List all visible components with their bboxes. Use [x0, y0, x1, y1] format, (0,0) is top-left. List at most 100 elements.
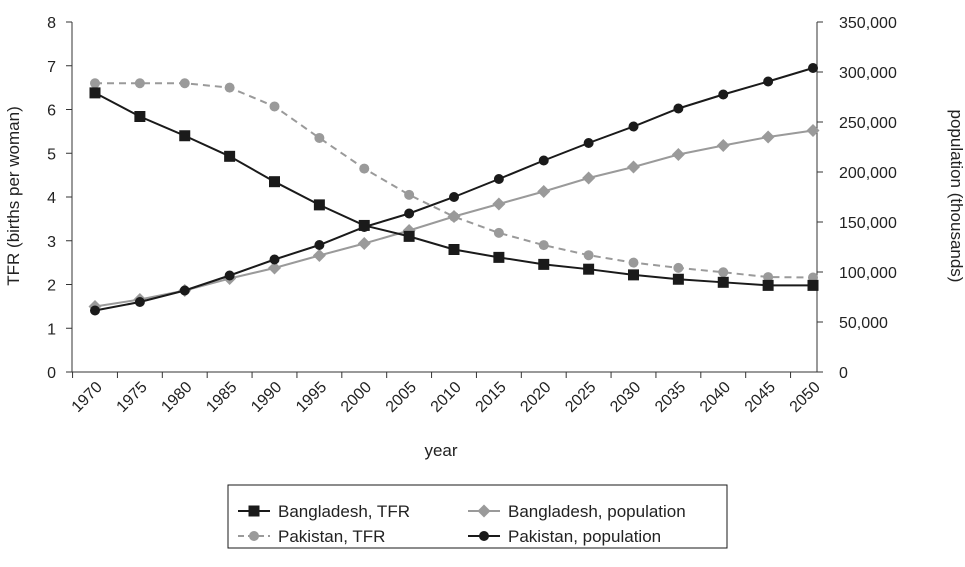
data-point	[762, 279, 774, 291]
data-point	[718, 89, 729, 100]
data-point	[449, 192, 459, 202]
data-point	[628, 269, 639, 281]
legend-entry: Pakistan, population	[468, 527, 661, 546]
left-tick-label: 8	[47, 15, 56, 32]
right-tick-label: 300,000	[839, 65, 897, 82]
series-2	[90, 78, 818, 283]
left-tick-label: 2	[47, 278, 56, 295]
data-point	[268, 261, 281, 275]
legend-swatch-marker	[249, 531, 259, 541]
data-point	[449, 211, 459, 222]
data-point	[90, 305, 100, 316]
left-tick-label: 0	[47, 365, 56, 382]
x-tick-label: 1970	[69, 379, 106, 416]
series-line	[95, 82, 814, 279]
right-tick-label: 200,000	[839, 165, 897, 182]
data-point	[313, 199, 325, 211]
data-point	[806, 124, 820, 137]
data-point	[224, 82, 235, 93]
data-point	[179, 78, 190, 89]
legend-entry: Bangladesh, TFR	[238, 502, 410, 521]
right-tick-label: 50,000	[839, 315, 888, 332]
data-point	[314, 240, 325, 250]
x-tick-label: 1980	[158, 379, 195, 416]
data-point	[538, 258, 550, 270]
left-tick-label: 6	[47, 103, 56, 120]
right-tick-label: 100,000	[839, 265, 897, 282]
data-point	[808, 63, 818, 73]
x-tick-label: 2035	[652, 379, 689, 416]
right-tick-label: 150,000	[839, 215, 897, 232]
data-point	[716, 139, 730, 152]
data-point	[582, 171, 596, 185]
x-tick-label: 2045	[742, 379, 779, 416]
x-tick-label: 2025	[562, 379, 599, 416]
series-group	[88, 63, 820, 316]
legend-entry: Pakistan, TFR	[238, 527, 385, 546]
legend-label: Pakistan, TFR	[278, 527, 385, 546]
data-point	[627, 160, 640, 174]
series-0	[89, 87, 819, 291]
data-point	[134, 78, 145, 89]
legend-box	[227, 484, 728, 549]
x-tick-label: 2020	[517, 379, 554, 416]
data-point	[493, 251, 505, 263]
left-tick-label: 1	[47, 321, 56, 338]
x-tick-label: 2010	[428, 379, 465, 416]
x-tick-label: 2005	[383, 379, 420, 416]
right-tick-label: 250,000	[839, 115, 897, 132]
data-point	[673, 103, 684, 114]
data-point	[358, 219, 370, 231]
series-3	[90, 63, 818, 316]
x-tick-label: 2050	[787, 379, 824, 416]
data-point	[493, 227, 504, 238]
right-axis-ticks: 0 50,000 100,000 150,000 200,000 250,000 300,0…	[817, 15, 897, 382]
data-point	[538, 240, 549, 251]
series-line	[94, 91, 813, 287]
data-point	[90, 78, 100, 89]
data-point	[628, 121, 639, 132]
left-tick-label: 5	[47, 146, 56, 163]
x-tick-label: 1985	[203, 379, 240, 416]
x-tick-label: 2030	[607, 379, 644, 416]
data-point	[403, 230, 415, 242]
x-tick-label: 1995	[293, 379, 330, 416]
data-point	[134, 111, 146, 122]
legend-swatch-marker	[479, 531, 489, 541]
axes	[71, 22, 818, 373]
data-point	[224, 150, 236, 162]
data-point	[314, 132, 325, 143]
data-point	[583, 138, 594, 148]
legend-label: Pakistan, population	[508, 527, 661, 546]
data-point	[717, 276, 729, 288]
data-point	[404, 189, 415, 200]
data-point	[492, 197, 506, 211]
data-point	[807, 279, 819, 291]
data-point	[538, 155, 549, 166]
data-point	[673, 262, 684, 273]
series-line	[94, 67, 814, 312]
data-point	[357, 237, 371, 250]
x-tick-label: 2040	[697, 379, 734, 416]
data-point	[179, 130, 191, 142]
x-tick-label: 2015	[473, 379, 510, 416]
data-point	[269, 101, 280, 112]
data-point	[671, 148, 685, 161]
right-tick-label: 0	[839, 365, 848, 382]
data-point	[312, 249, 326, 262]
x-tick-label: 1990	[248, 379, 285, 416]
data-point	[493, 174, 504, 184]
y-axis-right-label: population (thousands)	[947, 110, 965, 283]
data-point	[672, 273, 684, 285]
legend: Bangladesh, TFR Bangladesh, population Pak…	[227, 484, 728, 549]
data-point	[628, 257, 639, 268]
data-point	[448, 244, 460, 255]
right-tick-label: 350,000	[839, 15, 897, 32]
x-axis-ticks: 1970 1975 1980 1985 1990 1995 2000 2005 2010 2015…	[69, 372, 824, 416]
x-axis-label: year	[424, 441, 457, 460]
data-point	[359, 163, 370, 174]
legend-entry: Bangladesh, population	[468, 502, 686, 521]
data-point	[583, 263, 595, 275]
x-tick-label: 2000	[338, 379, 375, 416]
left-tick-label: 3	[47, 234, 56, 251]
